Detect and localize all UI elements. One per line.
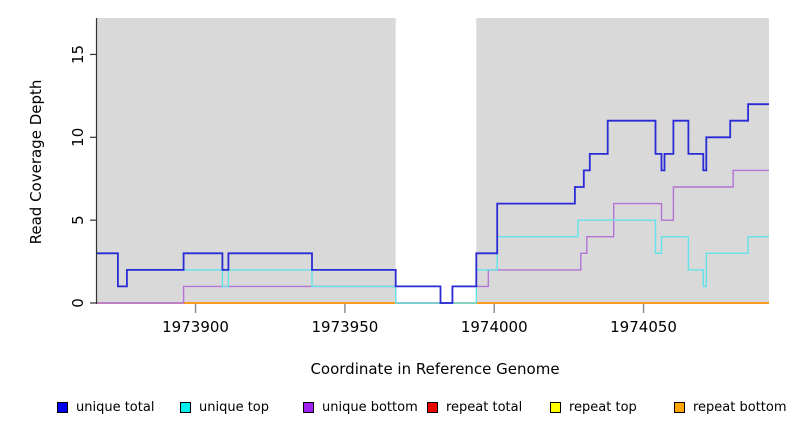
y-axis-label: Read Coverage Depth [27, 79, 45, 245]
legend-swatch [180, 401, 191, 413]
legend-label: repeat top [569, 399, 637, 415]
legend-label: repeat total [446, 399, 523, 415]
x-tick-label: 1974000 [461, 318, 528, 336]
y-tick-label: 0 [69, 298, 87, 308]
y-tick-label: 10 [69, 128, 87, 147]
legend-item-repeat-total: repeat total [427, 399, 522, 415]
x-tick-label: 1973900 [162, 318, 229, 336]
legend-swatch [427, 401, 438, 413]
legend-label: unique total [76, 399, 155, 415]
legend-item-unique-top: unique top [180, 399, 269, 415]
y-tick-label: 15 [69, 45, 87, 64]
legend-swatch [550, 401, 561, 413]
legend-swatch [674, 401, 685, 413]
white-band [395, 18, 477, 304]
legend-swatch [57, 401, 68, 413]
x-tick-label: 1973950 [311, 318, 378, 336]
legend-item-unique-total: unique total [57, 399, 154, 415]
series-line-unique-total [97, 103, 769, 304]
legend-label: repeat bottom [693, 399, 787, 415]
legend-swatch [303, 401, 314, 413]
legend-item-repeat-top: repeat top [550, 399, 637, 415]
y-tick-label: 5 [69, 215, 87, 225]
x-tick-label: 1974050 [610, 318, 677, 336]
legend-item-unique-bottom: unique bottom [303, 399, 418, 415]
x-axis-label: Coordinate in Reference Genome [310, 360, 560, 378]
legend-label: unique top [199, 399, 270, 415]
legend-label: unique bottom [322, 399, 418, 415]
legend: unique total unique top unique bottom repea… [0, 399, 792, 419]
legend-item-repeat-bottom: repeat bottom [674, 399, 787, 415]
